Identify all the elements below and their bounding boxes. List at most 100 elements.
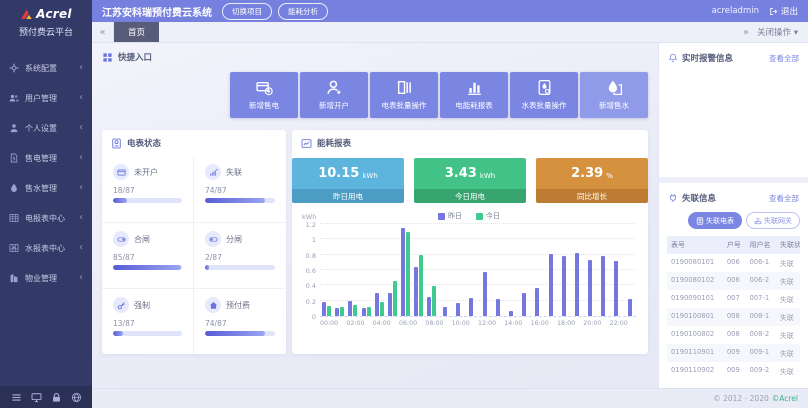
table-cell: 008-2 bbox=[749, 330, 770, 338]
sidebar-menu: 系统配置 ‹ 用户管理 ‹ 个人设置 ‹ 售电管理 ‹ 售水管理 ‹ 电报表中心 ‹ 水报表中心 ‹ 物业管… bbox=[0, 53, 92, 293]
bar-昨日 bbox=[387, 293, 392, 316]
bar-昨日 bbox=[627, 299, 632, 316]
status-cell-4: 强制 13/87 bbox=[102, 288, 194, 354]
meter-small-icon bbox=[696, 216, 704, 225]
status-label: 预付费 bbox=[226, 300, 250, 310]
bar-今日 bbox=[340, 307, 345, 316]
x-tick-label bbox=[338, 317, 346, 329]
kpi-label: 昨日用电 bbox=[292, 189, 404, 203]
table-cell: 008-1 bbox=[749, 312, 770, 320]
bar-昨日 bbox=[522, 293, 527, 316]
sidebar-item-5[interactable]: 电报表中心 ‹ bbox=[0, 203, 92, 233]
tab-bar: « 首页 » 关闭操作 ▾ bbox=[92, 22, 808, 43]
status-progress-fill bbox=[205, 198, 265, 203]
menu-icon[interactable] bbox=[11, 392, 22, 403]
x-tick-label bbox=[628, 317, 636, 329]
sidebar-item-7[interactable]: 物业管理 ‹ bbox=[0, 263, 92, 293]
kpi-value-row: 2.39% bbox=[536, 158, 648, 189]
switch-on-icon bbox=[113, 231, 129, 247]
sidebar-item-2[interactable]: 个人设置 ‹ bbox=[0, 113, 92, 143]
sidebar-item-6[interactable]: 水报表中心 ‹ bbox=[0, 233, 92, 263]
bar-昨日 bbox=[574, 253, 579, 316]
expand-tabs-icon[interactable]: » bbox=[742, 26, 749, 38]
status-cell-5: 预付费 74/87 bbox=[194, 288, 286, 354]
offline-view-all-link[interactable]: 查看全部 bbox=[769, 193, 799, 203]
sidebar-item-label: 售电管理 bbox=[25, 153, 57, 163]
x-tick-label bbox=[391, 317, 399, 329]
chart-plot-area bbox=[320, 223, 636, 317]
bar-group-2 bbox=[346, 301, 359, 316]
status-value: 74/87 bbox=[205, 319, 227, 328]
energy-report-icon bbox=[466, 79, 483, 96]
bar-group-20 bbox=[583, 260, 596, 316]
bar-group-13 bbox=[491, 299, 504, 316]
table-cell: 009 bbox=[726, 366, 740, 374]
status-progress bbox=[205, 198, 275, 203]
link-off-icon bbox=[668, 193, 678, 203]
x-tick-label: 02:00 bbox=[346, 320, 365, 327]
table-row-4: 0190100802 008 008-2 失联 bbox=[667, 326, 800, 344]
quick-button-label: 新增售水 bbox=[599, 101, 629, 110]
bar-今日 bbox=[327, 306, 332, 316]
offline-filter-0[interactable]: 失联电表 bbox=[688, 212, 742, 229]
legend-label: 昨日 bbox=[448, 212, 462, 220]
sidebar-item-0[interactable]: 系统配置 ‹ bbox=[0, 53, 92, 83]
bar-group-16 bbox=[531, 288, 544, 316]
quick-button-label: 电能耗报表 bbox=[455, 101, 493, 110]
quick-button-4[interactable]: 水表批量操作 bbox=[510, 72, 578, 118]
energy-analysis-button[interactable]: 能耗分析 bbox=[278, 2, 328, 20]
meter-icon bbox=[111, 138, 122, 149]
status-progress bbox=[113, 198, 182, 203]
bar-group-17 bbox=[544, 254, 557, 316]
status-progress-fill bbox=[113, 331, 124, 336]
table-cell: 失联 bbox=[780, 278, 794, 286]
kpi-unit: kWh bbox=[479, 171, 496, 180]
close-operations-dropdown[interactable]: 关闭操作 ▾ bbox=[757, 28, 798, 38]
table-cell: 0190080101 bbox=[671, 258, 715, 266]
bar-昨日 bbox=[588, 260, 593, 316]
tab-home[interactable]: 首页 bbox=[114, 22, 160, 42]
sidebar-item-1[interactable]: 用户管理 ‹ bbox=[0, 83, 92, 113]
legend-item-今日[interactable]: 今日 bbox=[476, 211, 500, 221]
alarm-view-all-link[interactable]: 查看全部 bbox=[769, 53, 799, 63]
table-header-cell: 失联状态 bbox=[780, 241, 800, 249]
switch-project-button[interactable]: 切换项目 bbox=[222, 2, 272, 20]
table-cell: 008 bbox=[726, 330, 740, 338]
bar-昨日 bbox=[614, 261, 619, 316]
x-tick-label bbox=[470, 317, 478, 329]
monitor-icon[interactable] bbox=[31, 392, 42, 403]
bar-昨日 bbox=[427, 297, 432, 316]
globe-icon[interactable] bbox=[71, 392, 82, 403]
table-cell: 009-2 bbox=[749, 366, 770, 374]
water-sale-icon bbox=[9, 183, 19, 193]
quick-button-3[interactable]: 电能耗报表 bbox=[440, 72, 508, 118]
key-icon bbox=[113, 297, 129, 313]
bar-今日 bbox=[419, 255, 424, 316]
quick-button-2[interactable]: 电表批量操作 bbox=[370, 72, 438, 118]
electric-report-icon bbox=[9, 213, 19, 223]
bell-icon bbox=[668, 53, 678, 63]
quick-button-5[interactable]: 新增售水 bbox=[580, 72, 648, 118]
collapse-tabs-icon[interactable]: « bbox=[92, 22, 114, 42]
status-cell-top: 未开户 bbox=[113, 164, 182, 180]
sidebar-item-label: 售水管理 bbox=[25, 183, 57, 193]
legend-item-昨日[interactable]: 昨日 bbox=[438, 211, 462, 221]
quick-button-1[interactable]: 新增开户 bbox=[300, 72, 368, 118]
x-tick-label bbox=[496, 317, 504, 329]
logout-button[interactable]: 退出 bbox=[769, 5, 798, 17]
table-row-2: 0190090101 007 007-1 失联 bbox=[667, 290, 800, 308]
sidebar-item-4[interactable]: 售水管理 ‹ bbox=[0, 173, 92, 203]
sidebar-item-3[interactable]: 售电管理 ‹ bbox=[0, 143, 92, 173]
quick-entry-icon bbox=[102, 52, 113, 63]
lock-icon[interactable] bbox=[51, 392, 62, 403]
footer-brand-link[interactable]: ©Acrel bbox=[771, 394, 798, 403]
quick-entry-title: 快捷入口 bbox=[102, 51, 648, 63]
table-row-5: 0190110901 009 009-1 失联 bbox=[667, 344, 800, 362]
offline-filter-1[interactable]: 失联网关 bbox=[746, 212, 800, 229]
gateway-icon bbox=[754, 217, 762, 225]
y-tick-label: 0.6 bbox=[305, 267, 316, 275]
bar-group-7 bbox=[412, 255, 425, 316]
username-label[interactable]: acreladmin bbox=[711, 6, 759, 16]
quick-button-0[interactable]: 新增售电 bbox=[230, 72, 298, 118]
kpi-value: 10.15 bbox=[318, 166, 360, 181]
